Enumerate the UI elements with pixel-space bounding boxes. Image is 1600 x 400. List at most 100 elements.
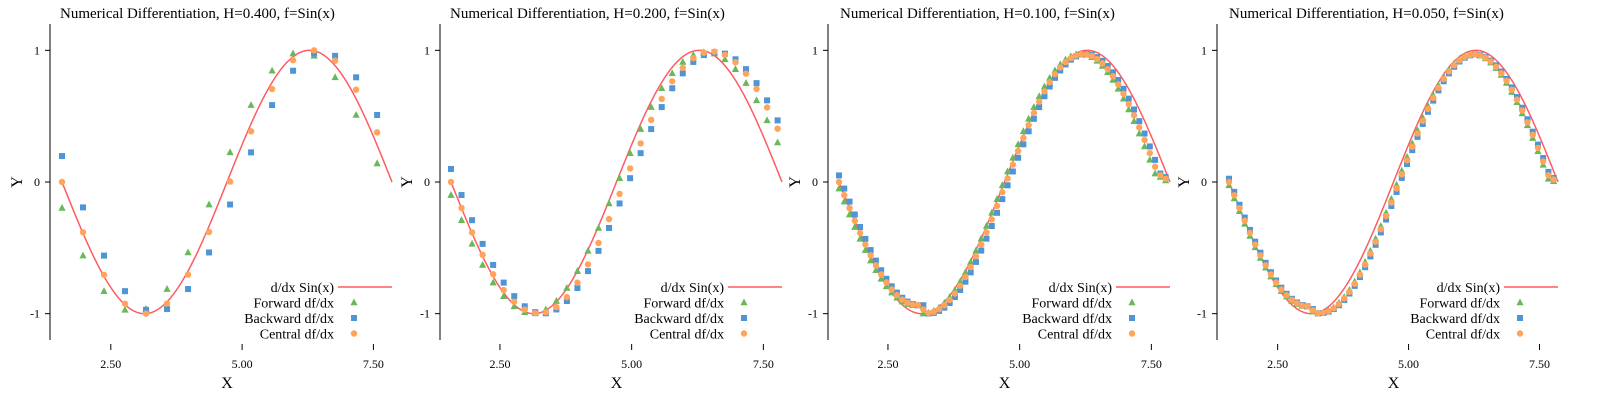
data-point bbox=[1120, 85, 1127, 92]
data-point bbox=[1014, 147, 1022, 155]
data-point bbox=[1035, 98, 1043, 105]
data-point bbox=[1046, 73, 1054, 81]
data-point bbox=[1083, 51, 1090, 58]
legend-marker bbox=[1516, 330, 1524, 337]
y-tick-label: 1 bbox=[812, 43, 818, 57]
data-point bbox=[1125, 105, 1133, 113]
data-point bbox=[1020, 134, 1027, 142]
data-point bbox=[721, 51, 729, 59]
data-point bbox=[1004, 182, 1011, 189]
y-axis-label: Y bbox=[1176, 176, 1193, 188]
data-point bbox=[1278, 286, 1285, 293]
data-point bbox=[1299, 302, 1306, 309]
data-point bbox=[1351, 280, 1358, 287]
data-point bbox=[448, 165, 454, 172]
data-point bbox=[851, 217, 859, 224]
data-point bbox=[846, 204, 853, 212]
data-point bbox=[862, 241, 869, 248]
data-point bbox=[993, 195, 1001, 202]
data-point bbox=[226, 178, 234, 185]
data-point bbox=[1019, 127, 1027, 135]
data-point bbox=[374, 111, 381, 118]
data-point bbox=[1109, 69, 1116, 76]
data-point bbox=[1330, 305, 1337, 312]
data-point bbox=[1067, 54, 1074, 62]
legend-marker bbox=[740, 330, 748, 337]
data-point bbox=[1072, 52, 1080, 59]
data-point bbox=[1141, 136, 1148, 144]
data-point bbox=[999, 189, 1006, 196]
data-point bbox=[226, 148, 234, 156]
data-point bbox=[1361, 261, 1369, 268]
data-point bbox=[1035, 92, 1043, 100]
chart-title: Numerical Differentiation, H=0.100, f=Si… bbox=[840, 6, 1115, 22]
legend-label: Backward df/dx bbox=[1410, 312, 1500, 327]
x-tick-label: 7.50 bbox=[1141, 357, 1162, 371]
data-point bbox=[563, 283, 571, 291]
data-point bbox=[978, 241, 985, 248]
data-point bbox=[883, 275, 890, 282]
data-point bbox=[967, 257, 975, 265]
data-point bbox=[490, 261, 497, 268]
legend-label: d/dx Sin(x) bbox=[661, 281, 725, 296]
data-point bbox=[994, 209, 1001, 216]
data-point bbox=[268, 85, 276, 93]
data-point bbox=[1020, 141, 1027, 148]
data-point bbox=[972, 246, 980, 254]
data-point bbox=[573, 267, 582, 274]
series-circle-points bbox=[447, 48, 781, 317]
data-point bbox=[310, 47, 318, 54]
data-point bbox=[1503, 77, 1510, 85]
data-point bbox=[731, 65, 740, 72]
data-point bbox=[627, 175, 634, 182]
data-point bbox=[1125, 100, 1132, 108]
data-point bbox=[122, 288, 129, 295]
data-point bbox=[1393, 189, 1400, 196]
data-point bbox=[532, 309, 539, 317]
data-point bbox=[951, 294, 958, 301]
data-point bbox=[1115, 76, 1122, 83]
data-point bbox=[1004, 175, 1011, 182]
x-axis-label: X bbox=[221, 375, 233, 392]
data-point bbox=[1356, 271, 1364, 278]
data-point bbox=[1014, 140, 1022, 148]
y-axis-label: Y bbox=[9, 176, 26, 188]
data-point bbox=[605, 215, 613, 223]
data-point bbox=[637, 125, 645, 132]
data-point bbox=[862, 235, 869, 242]
data-point bbox=[1025, 121, 1032, 129]
data-point bbox=[857, 224, 864, 231]
x-tick-label: 5.00 bbox=[232, 357, 253, 371]
legend-label: Central df/dx bbox=[1426, 328, 1500, 343]
data-point bbox=[447, 191, 455, 198]
data-point bbox=[1030, 115, 1037, 122]
data-point bbox=[332, 52, 339, 59]
legend-label: Backward df/dx bbox=[634, 312, 724, 327]
data-point bbox=[227, 201, 234, 208]
data-point bbox=[1009, 161, 1017, 168]
y-axis-label: Y bbox=[787, 176, 804, 188]
data-point bbox=[1524, 119, 1531, 126]
data-point bbox=[1078, 50, 1085, 58]
data-point bbox=[1492, 63, 1500, 70]
data-point bbox=[247, 128, 255, 135]
data-point bbox=[1099, 60, 1106, 67]
data-point bbox=[851, 223, 859, 230]
data-point bbox=[957, 286, 964, 293]
x-axis-label: X bbox=[611, 375, 623, 392]
data-point bbox=[1141, 130, 1148, 137]
data-point bbox=[269, 102, 276, 109]
data-point bbox=[1314, 310, 1322, 317]
x-tick-label: 2.50 bbox=[1267, 357, 1288, 371]
legend-marker bbox=[1516, 298, 1524, 306]
data-point bbox=[1545, 172, 1552, 179]
data-point bbox=[993, 202, 1001, 210]
data-point bbox=[1540, 155, 1547, 162]
data-point bbox=[79, 229, 87, 236]
data-point bbox=[615, 174, 624, 181]
data-point bbox=[742, 70, 750, 77]
data-point bbox=[1046, 83, 1053, 90]
data-point bbox=[373, 129, 381, 136]
data-point bbox=[1231, 191, 1238, 199]
